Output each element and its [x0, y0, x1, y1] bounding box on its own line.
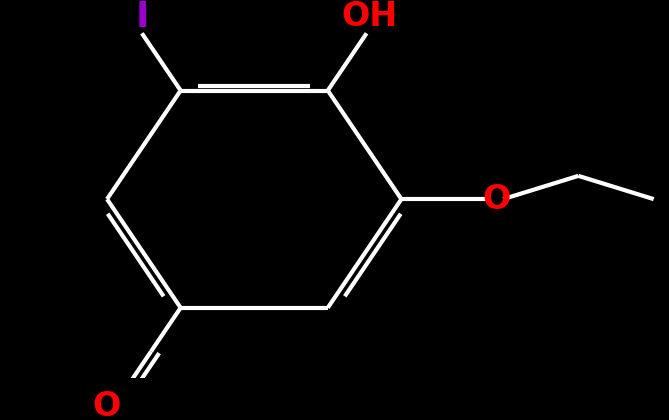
Text: O: O	[482, 183, 510, 215]
Text: I: I	[136, 0, 149, 34]
Text: OH: OH	[342, 0, 398, 33]
Text: O: O	[93, 390, 121, 420]
